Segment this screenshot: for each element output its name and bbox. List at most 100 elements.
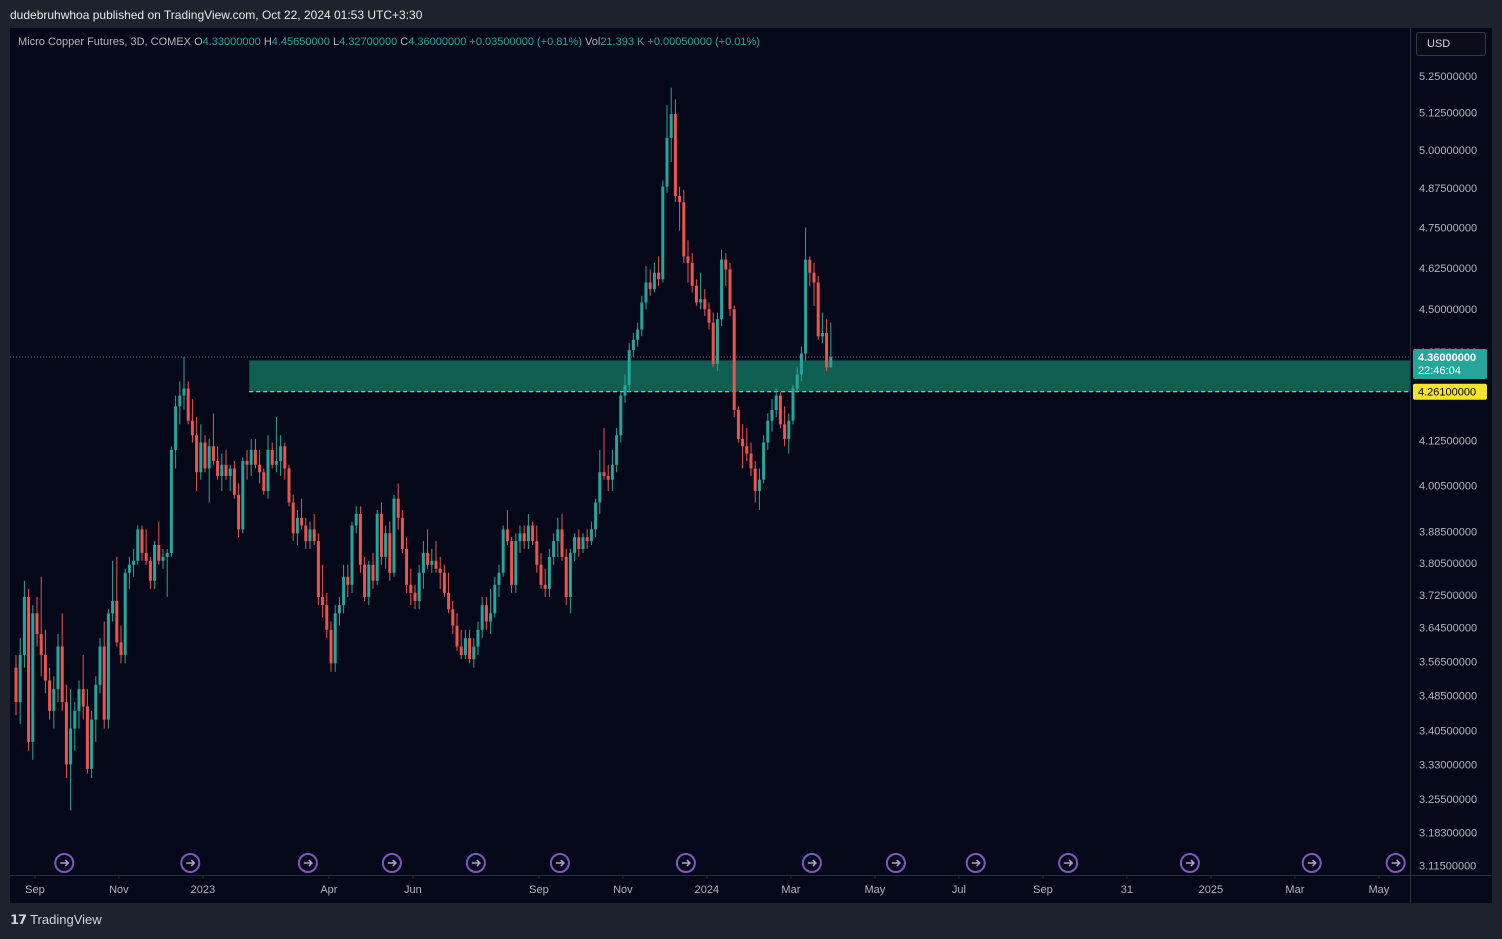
- candle-body: [799, 353, 803, 375]
- x-tick-label: Nov: [613, 884, 633, 896]
- event-marker-ring: [675, 853, 696, 873]
- y-tick-label: 4.87500000: [1419, 183, 1477, 195]
- candle-body: [476, 629, 480, 647]
- event-marker-icon[interactable]: [885, 853, 906, 873]
- candle-body: [531, 525, 535, 542]
- candle-body: [367, 564, 371, 597]
- candle-body: [98, 646, 102, 685]
- candle-body: [682, 202, 686, 257]
- candle-body: [77, 689, 81, 711]
- event-marker-icon[interactable]: [549, 853, 570, 873]
- candle-body: [186, 388, 190, 421]
- event-marker-icon[interactable]: [675, 853, 696, 873]
- event-marker-ring: [465, 853, 486, 873]
- event-marker-ring: [1385, 853, 1406, 873]
- candle-body: [232, 468, 236, 495]
- logo-text: TradingView: [30, 912, 102, 927]
- event-marker-icon[interactable]: [180, 853, 201, 873]
- candle-body: [585, 537, 589, 542]
- event-marker-arrow: [555, 859, 565, 867]
- event-marker-ring: [54, 853, 75, 873]
- event-marker-arrow: [1307, 859, 1317, 867]
- candle-body: [136, 529, 140, 561]
- event-marker-icon[interactable]: [965, 853, 986, 873]
- candle-body: [333, 613, 337, 664]
- event-marker-arrow: [471, 859, 481, 867]
- publish-info: dudebruhwhoa published on TradingView.co…: [10, 8, 423, 22]
- candle-body: [438, 568, 442, 573]
- volume-change: +0.00050000 (+0.01%): [647, 36, 760, 48]
- change-value: +0.03500000 (+0.81%): [469, 36, 582, 48]
- candle-body: [535, 541, 539, 565]
- candle-body: [241, 461, 245, 530]
- candle-body: [346, 576, 350, 585]
- candle-body: [720, 259, 724, 320]
- candle-body: [812, 272, 816, 283]
- candle-body: [480, 605, 484, 630]
- event-marker-icon[interactable]: [1179, 853, 1200, 873]
- event-marker-icon[interactable]: [801, 853, 822, 873]
- candle-body: [329, 629, 333, 664]
- candle-body: [539, 564, 543, 585]
- candle-body: [22, 596, 26, 655]
- event-marker-icon[interactable]: [1058, 853, 1079, 873]
- candle-body: [144, 552, 148, 561]
- currency-button[interactable]: USD: [1416, 32, 1486, 56]
- chart-frame[interactable]: 5.375000005.250000005.125000005.00000000…: [10, 28, 1492, 903]
- candle-body: [778, 395, 782, 425]
- candle-body: [102, 646, 106, 720]
- event-marker-icon[interactable]: [297, 853, 318, 873]
- candle-body: [732, 309, 736, 410]
- candle-body: [447, 592, 451, 610]
- candle-body: [409, 584, 413, 593]
- tradingview-logo[interactable]: 𝟭𝟳 TradingView: [10, 912, 102, 928]
- event-marker-ring: [381, 853, 402, 873]
- candle-body: [526, 525, 530, 542]
- y-tick-label: 4.62500000: [1419, 263, 1477, 275]
- candle-body: [237, 494, 241, 530]
- y-tick-label: 3.72500000: [1419, 590, 1477, 602]
- event-marker-ring: [885, 853, 906, 873]
- x-tick-label: 2025: [1199, 884, 1223, 896]
- y-tick-label: 3.48500000: [1419, 691, 1477, 703]
- candle-body: [417, 572, 421, 602]
- x-tick-label: 31: [1121, 884, 1133, 896]
- candle-body: [606, 475, 610, 480]
- candle-body: [774, 395, 778, 410]
- low-label: L: [332, 36, 340, 48]
- x-tick-label: Mar: [781, 884, 800, 896]
- candle-body: [766, 420, 770, 443]
- price-chart[interactable]: 5.375000005.250000005.125000005.00000000…: [10, 28, 1492, 903]
- candle-body: [300, 517, 304, 526]
- candle-body: [728, 269, 732, 310]
- candle-body: [669, 114, 673, 138]
- event-marker-icon[interactable]: [465, 853, 486, 873]
- candle-body: [573, 537, 577, 553]
- candle-body: [795, 374, 799, 389]
- candle-body: [161, 556, 165, 561]
- candle-body: [195, 435, 199, 473]
- candle-body: [85, 706, 89, 769]
- candle-body: [48, 680, 52, 711]
- event-marker-icon[interactable]: [54, 853, 75, 873]
- candle-body: [291, 502, 295, 534]
- event-marker-icon[interactable]: [1301, 853, 1322, 873]
- candle-body: [169, 449, 173, 553]
- symbol-name[interactable]: Micro Copper Futures, 3D, COMEX: [18, 36, 191, 48]
- event-marker-arrow: [303, 859, 313, 867]
- candle-body: [94, 684, 98, 720]
- support-price-label: 4.26100000: [1418, 387, 1476, 399]
- candle-body: [547, 556, 551, 589]
- event-marker-icon[interactable]: [1385, 853, 1406, 873]
- candle-body: [39, 633, 43, 655]
- candle-body: [442, 572, 446, 593]
- candle-body: [791, 388, 795, 421]
- candle-body: [178, 395, 182, 407]
- candle-body: [577, 537, 581, 549]
- y-tick-label: 3.80500000: [1419, 558, 1477, 570]
- x-tick-label: Mar: [1285, 884, 1304, 896]
- x-tick-label: 2023: [191, 884, 215, 896]
- candle-body: [762, 442, 766, 480]
- candle-body: [132, 560, 136, 565]
- event-marker-icon[interactable]: [381, 853, 402, 873]
